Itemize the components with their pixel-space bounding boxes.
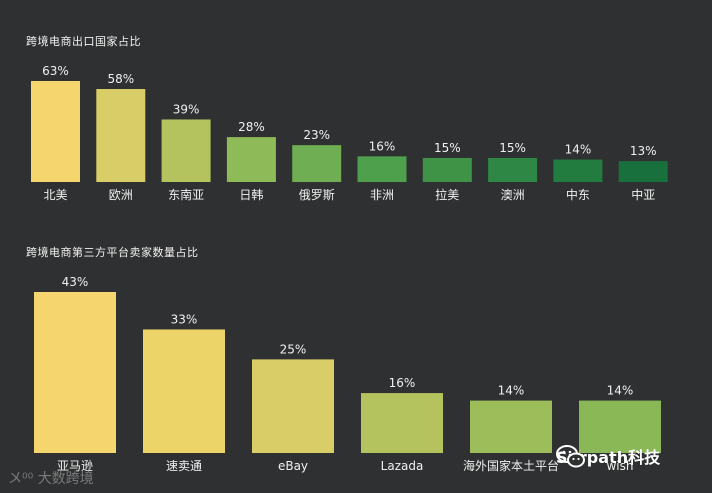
value-label-澳洲: 15% xyxy=(499,141,526,155)
value-label-Lazada: 16% xyxy=(389,376,416,390)
chart-title-export-countries: 跨境电商出口国家占比 xyxy=(26,35,141,48)
bar-wish xyxy=(579,400,661,453)
category-label-Lazada: Lazada xyxy=(381,459,424,473)
watermark-left-text: 大数跨境 xyxy=(37,471,94,487)
value-label-非洲: 16% xyxy=(369,139,396,153)
category-label-中亚: 中亚 xyxy=(631,187,655,202)
bar-亚马逊 xyxy=(34,292,116,453)
bar-中亚 xyxy=(618,161,668,182)
value-label-亚马逊: 43% xyxy=(62,275,89,289)
bar-速卖通 xyxy=(143,329,225,453)
bar-澳洲 xyxy=(488,157,538,182)
bar-中东 xyxy=(553,159,603,182)
bar-俄罗斯 xyxy=(292,145,342,182)
watermark-logo-icon: 〤⁰⁰ xyxy=(8,471,38,487)
category-label-非洲: 非洲 xyxy=(370,188,394,202)
bar-海外国家本土平台 xyxy=(470,400,552,453)
value-label-日韩: 28% xyxy=(238,120,265,134)
category-label-速卖通: 速卖通 xyxy=(166,459,202,473)
value-label-拉美: 15% xyxy=(434,141,461,155)
value-label-俄罗斯: 23% xyxy=(303,128,330,142)
wechat-icon xyxy=(556,445,585,468)
bar-拉美 xyxy=(422,157,472,182)
chart-title-platform-sellers: 跨境电商第三方平台卖家数量占比 xyxy=(26,246,199,259)
bar-Lazada xyxy=(361,393,443,453)
value-label-速卖通: 33% xyxy=(171,312,198,326)
value-label-eBay: 25% xyxy=(280,342,307,356)
chart-0-bars: 63% 北美 58% 欧洲 39% 东南亚 28% 日韩 23% 俄罗斯 16% 非洲 15% 拉美 15%… xyxy=(31,64,668,202)
category-label-海外国家本土平台: 海外国家本土平台 xyxy=(463,458,559,473)
category-label-eBay: eBay xyxy=(278,459,308,473)
category-label-拉美: 拉美 xyxy=(435,187,459,202)
bar-非洲 xyxy=(357,156,407,182)
category-label-北美: 北美 xyxy=(43,188,67,202)
category-label-澳洲: 澳洲 xyxy=(501,188,525,202)
category-label-wish: wish xyxy=(606,459,633,473)
value-label-中亚: 13% xyxy=(630,144,657,158)
value-label-东南亚: 39% xyxy=(173,102,200,116)
bar-日韩 xyxy=(226,137,276,182)
bar-eBay xyxy=(252,359,334,453)
bar-欧洲 xyxy=(96,89,146,182)
value-label-中东: 14% xyxy=(565,143,592,157)
category-label-日韩: 日韩 xyxy=(239,187,263,202)
category-label-中东: 中东 xyxy=(566,187,590,202)
bar-东南亚 xyxy=(161,119,211,182)
value-label-海外国家本土平台: 14% xyxy=(498,384,525,398)
category-label-亚马逊: 亚马逊 xyxy=(57,459,93,473)
value-label-欧洲: 58% xyxy=(107,72,134,86)
watermark-left: 〤⁰⁰ 大数跨境 xyxy=(8,468,94,488)
watermark-right: Surpath科技 xyxy=(556,444,660,468)
bar-北美 xyxy=(31,81,80,182)
category-label-俄罗斯: 俄罗斯 xyxy=(299,188,335,202)
category-label-欧洲: 欧洲 xyxy=(109,188,133,202)
value-label-北美: 63% xyxy=(42,64,69,78)
chart-1-bars: 43% 亚马逊 33% 速卖通 25% eBay 16% Lazada 14% 海外国家本土平台 1… xyxy=(34,275,661,473)
category-label-东南亚: 东南亚 xyxy=(168,187,204,202)
value-label-wish: 14% xyxy=(607,384,634,398)
